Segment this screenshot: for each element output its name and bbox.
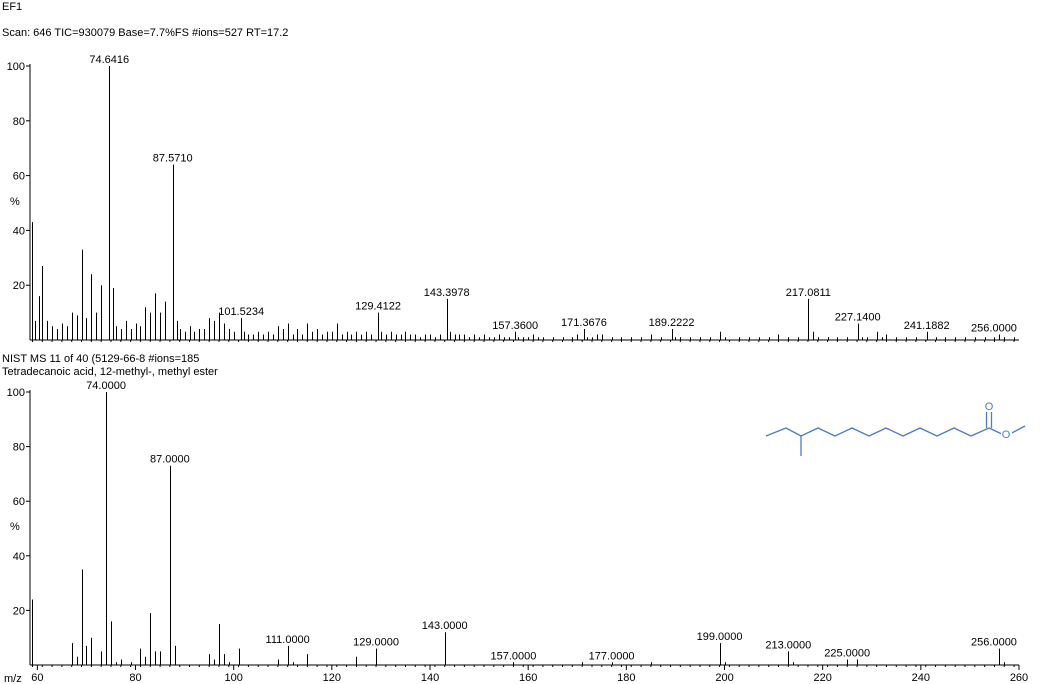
bottom-spectrum: % m/z 20 40 60 80 100 60 80 100 120 140 160 180 200… [4,380,1028,684]
x-tick-label: 120 [323,672,341,684]
chemical-structure: O O [765,401,1026,456]
peak-label: 111.0000 [266,634,310,646]
peak-label: 213.0000 [765,639,811,651]
y-tick-label: 60 [13,496,25,508]
y-tick-label: 80 [13,442,25,454]
peak-label: 74.0000 [86,380,126,392]
top-peak-labels: 74.6416 87.5710 101.5234 129.4122 143.3978 15… [89,54,1017,335]
top-x-minor-ticks [31,340,1015,342]
peak-label: 129.0000 [353,637,399,649]
y-tick-label: 40 [13,225,25,237]
x-tick-label: 180 [617,672,635,684]
bottom-y-axis-label: % [10,521,20,533]
peak-label: 199.0000 [697,631,743,643]
structure-carbonyl-oxygen: O [985,401,994,413]
structure-ester-oxygen-mask [1001,427,1012,440]
y-tick-label: 60 [13,171,25,183]
peak-label: 157.0000 [491,650,537,662]
peak-label: 256.0000 [971,323,1017,335]
y-tick-label: 100 [7,387,25,399]
x-tick-label: 60 [31,672,43,684]
peak-label: 143.3978 [424,287,470,299]
bottom-x-minor-ticks [31,665,1015,667]
peak-label: 143.0000 [422,620,468,632]
peak-label: 101.5234 [218,306,264,318]
top-spectrum: % 20 40 60 80 100 74.6416 87.5710 101.5234 129.… [7,54,1019,342]
bottom-panel-compound: Tetradecanoic acid, 12-methyl-, methyl e… [2,366,218,378]
top-peaks [32,66,1015,340]
peak-label: 241.1882 [904,320,950,332]
x-tick-label: 80 [129,672,141,684]
structure-chain [765,425,1026,437]
peak-label: 74.6416 [89,54,129,66]
y-tick-label: 20 [13,280,25,292]
peak-label: 177.0000 [589,650,635,662]
peak-label: 87.5710 [153,153,193,165]
x-tick-label: 100 [225,672,243,684]
x-tick-label: 140 [421,672,439,684]
y-tick-label: 100 [7,61,25,73]
peak-label: 217.0811 [786,287,831,299]
peak-label: 171.3676 [561,317,607,329]
x-tick-label: 260 [1010,672,1028,684]
bottom-peaks [32,392,1005,665]
peak-label: 189.2222 [649,317,695,329]
x-tick-label: 240 [912,672,930,684]
bottom-x-axis-label: m/z [4,673,22,684]
peak-label: 129.4122 [355,301,401,313]
peak-label: 227.1400 [835,312,881,324]
x-tick-label: 220 [813,672,831,684]
top-y-axis-label: % [10,196,20,208]
y-tick-label: 80 [13,116,25,128]
peak-label: 225.0000 [824,648,870,660]
bottom-panel-info: NIST MS 11 of 40 (5129-66-8 #ions=185 [2,353,199,365]
peak-label: 256.0000 [971,637,1017,649]
top-panel-title: EF1 [2,1,22,13]
top-panel-info: Scan: 646 TIC=930079 Base=7.7%FS #ions=5… [2,27,288,39]
bottom-y-ticks: 20 40 60 80 100 [7,387,30,617]
x-tick-label: 200 [715,672,733,684]
peak-label: 87.0000 [150,454,190,466]
x-tick-label: 160 [519,672,537,684]
bottom-x-ticks: 60 80 100 120 140 160 180 200 220 240 260 [31,665,1028,684]
y-tick-label: 40 [13,551,25,563]
bottom-peak-labels: 74.0000 87.0000 111.0000 129.0000 143.0000 15… [86,380,1017,662]
structure-ester-oxygen: O [1002,429,1011,441]
top-y-ticks: 20 40 60 80 100 [7,61,30,292]
y-tick-label: 20 [13,605,25,617]
peak-label: 157.3600 [492,320,538,332]
